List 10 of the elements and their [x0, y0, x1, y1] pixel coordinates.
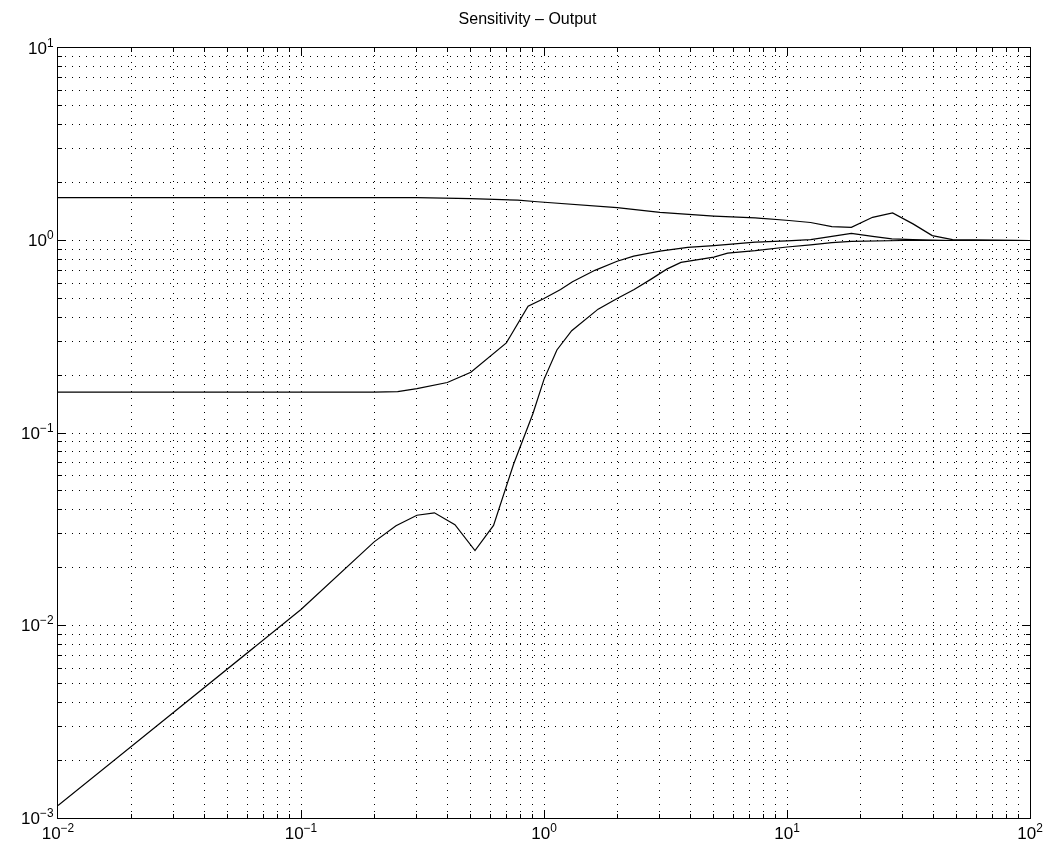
x-tick-label: 10$^{−1}$ [284, 821, 318, 844]
y-tick-label: 10$^{−3}$ [21, 805, 54, 828]
y-tick-label: 10$^{−2}$ [21, 613, 54, 636]
y-tick-label: 10$^{1}$ [28, 35, 54, 58]
y-tick-label: 10$^{−1}$ [21, 420, 54, 443]
x-tick-label: 10$^{1}$ [774, 821, 801, 844]
chart-title: Sensitivity – Output [458, 10, 597, 28]
x-tick-label: 10$^{2}$ [1017, 821, 1044, 844]
y-tick-label: 10$^{0}$ [28, 228, 54, 251]
x-tick-label: 10$^{0}$ [531, 821, 558, 844]
